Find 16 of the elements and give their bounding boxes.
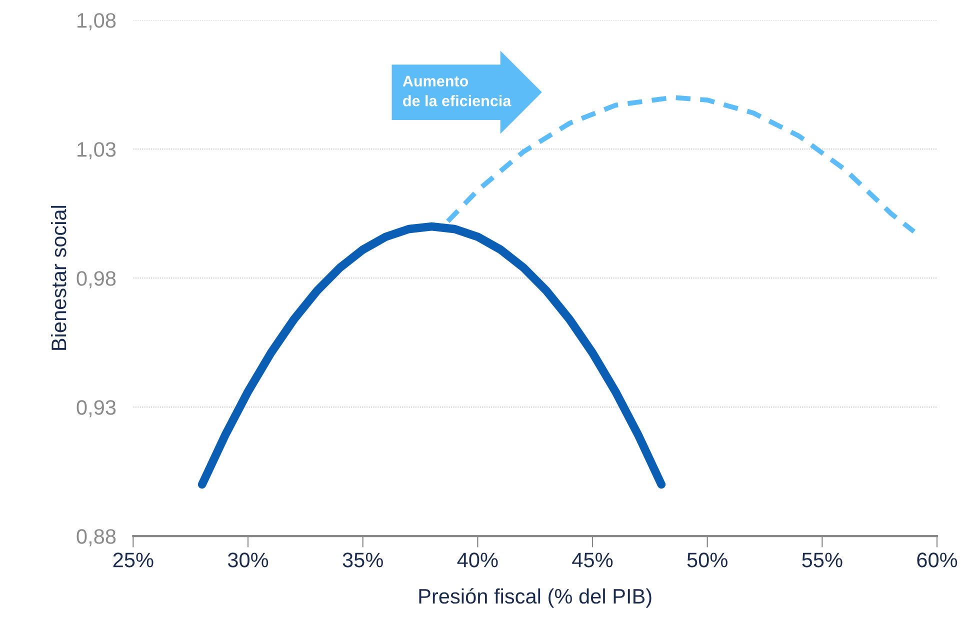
x-axis-title: Presión fiscal (% del PIB) bbox=[419, 588, 652, 608]
x-tick-label: 25% bbox=[113, 552, 154, 568]
x-tick-label: 35% bbox=[342, 552, 383, 568]
x-tick-label: 60% bbox=[917, 552, 958, 568]
y-tick-label: 0,93 bbox=[76, 400, 116, 418]
x-tick-label: 50% bbox=[687, 552, 728, 568]
y-tick-label: 1,03 bbox=[78, 142, 116, 160]
x-tick-label: 45% bbox=[572, 552, 613, 568]
y-tick-label: 0,88 bbox=[76, 529, 116, 546]
annotation: Aumento de la eficiencia bbox=[402, 76, 512, 106]
x-tick-label: 40% bbox=[457, 552, 498, 568]
y-axis-title: Bienestar social bbox=[50, 206, 66, 350]
x-tick-label: 55% bbox=[802, 552, 842, 568]
y-tick-label: 1,08 bbox=[78, 13, 116, 30]
y-tick-label: 0,98 bbox=[76, 271, 116, 288]
x-tick-label: 30% bbox=[228, 552, 268, 568]
